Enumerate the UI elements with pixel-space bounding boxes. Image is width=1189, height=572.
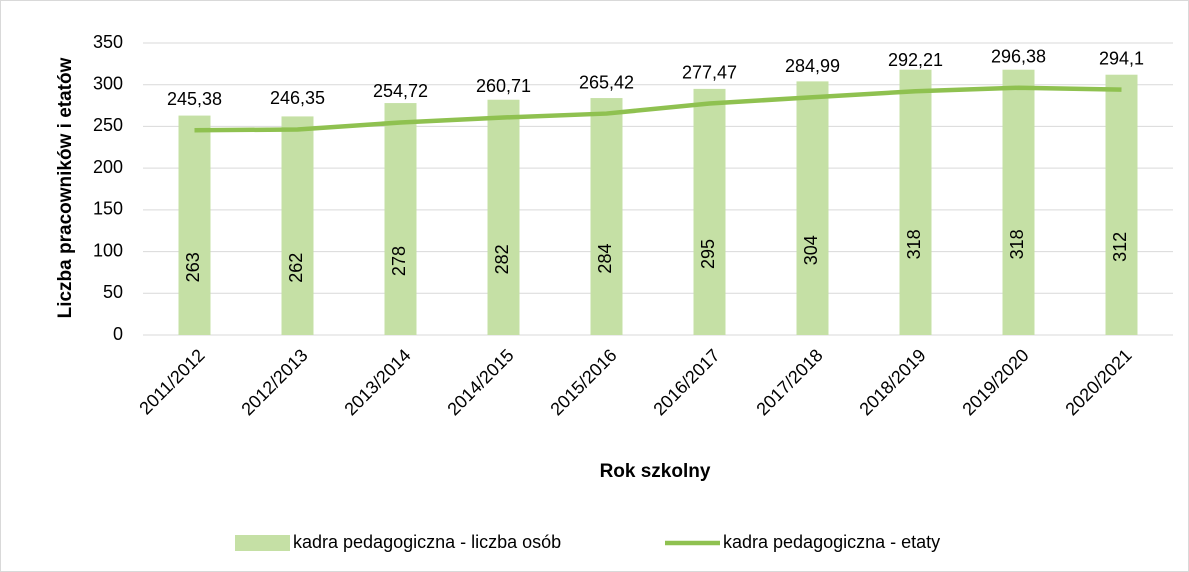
bar-value-label: 262 [286,253,306,283]
line-value-label: 260,71 [476,76,531,96]
bar [1105,74,1138,336]
bar [796,81,829,336]
bar-value-label: 295 [698,239,718,269]
y-tick-label: 250 [93,115,123,135]
bar-value-label: 318 [1007,229,1027,259]
bar-value-label: 318 [904,229,924,259]
line-value-label: 245,38 [167,89,222,109]
line-value-label: 292,21 [888,50,943,70]
legend-label: kadra pedagogiczna - etaty [723,532,940,552]
line-value-label: 265,42 [579,72,634,92]
bar-value-label: 282 [492,244,512,274]
bar [590,98,623,335]
bar-value-label: 263 [183,252,203,282]
bar [178,115,211,335]
y-tick-label: 300 [93,73,123,93]
y-tick-label: 50 [103,282,123,302]
bar-value-label: 278 [389,246,409,276]
line [194,85,1122,133]
y-tick-label: 100 [93,240,123,260]
bar [384,103,417,335]
y-tick-label: 200 [93,157,123,177]
bar [693,88,726,335]
bar [281,116,314,335]
legend-swatch [235,535,290,551]
line-value-label: 294,1 [1099,48,1144,68]
line-value-label: 284,99 [785,56,840,76]
bar-value-label: 304 [801,235,821,265]
bar-value-label: 284 [595,244,615,274]
legend-label: kadra pedagogiczna - liczba osób [293,532,561,552]
x-axis-title: Rok szkolny [600,461,711,482]
y-tick-label: 0 [113,324,123,344]
line-value-label: 277,47 [682,62,737,82]
bar [487,99,520,335]
line-value-label: 246,35 [270,88,325,108]
y-tick-label: 150 [93,199,123,219]
y-tick-label: 350 [93,32,123,52]
line-value-label: 296,38 [991,46,1046,66]
bar [899,69,932,335]
line-value-label: 254,72 [373,81,428,101]
bar-value-label: 312 [1110,232,1130,262]
bar [1002,69,1035,335]
y-axis-title: Liczba pracowników i etatów [55,57,76,318]
